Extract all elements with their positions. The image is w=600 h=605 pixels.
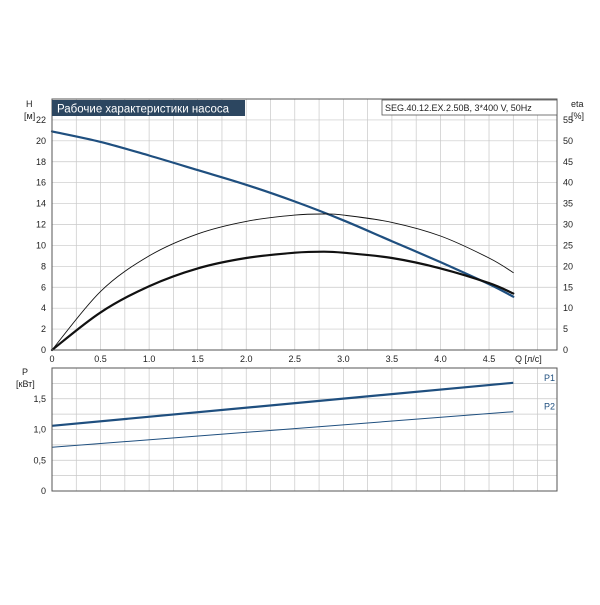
y-left-tick-label: 10 (36, 240, 46, 250)
y-left-tick-label: 22 (36, 115, 46, 125)
grid-lines (52, 98, 557, 491)
series-label-p1: P1 (544, 373, 555, 383)
y-right-label-unit: [%] (571, 111, 584, 121)
model-label: SEG.40.12.EX.2.50B, 3*400 V, 50Hz (385, 103, 532, 113)
y-right-tick-label: 30 (563, 220, 573, 230)
y-right-tick-label: 20 (563, 261, 573, 271)
x-tick-label: 3.5 (386, 354, 399, 364)
tick-labels: 0 0.5 1.0 1.5 2.0 2.5 3.0 3.5 4.0 4.5 0 2 4 6 8 10 12 14 1… (33, 115, 573, 496)
y-right-tick-label: 5 (563, 324, 568, 334)
x-tick-label: 3.0 (337, 354, 350, 364)
x-axis-label: Q [л/с] (515, 354, 542, 364)
chart-title: Рабочие характеристики насоса (57, 104, 230, 116)
y-right-tick-label: 15 (563, 282, 573, 292)
y-left-tick-label: 0 (41, 345, 46, 355)
y-right-tick-label: 50 (563, 136, 573, 146)
y-bottom-tick-label: 1,0 (33, 425, 46, 435)
y-bottom-tick-label: 0 (41, 486, 46, 496)
legend-labels: P1 P2 (544, 373, 555, 412)
y-left-tick-label: 6 (41, 282, 46, 292)
title-bar (52, 100, 245, 116)
top-panel-frame (51, 98, 558, 351)
y-bottom-label-p: P (22, 367, 28, 377)
y-left-tick-label: 20 (36, 136, 46, 146)
y-right-tick-label: 0 (563, 345, 568, 355)
x-tick-label: 0.5 (94, 354, 107, 364)
x-tick-label: 4.5 (483, 354, 496, 364)
y-left-tick-label: 16 (36, 178, 46, 188)
y-right-tick-label: 40 (563, 178, 573, 188)
x-tick-label: 2.5 (289, 354, 302, 364)
head-curve (50, 130, 515, 298)
y-left-label-h: H (26, 99, 33, 109)
y-left-tick-label: 18 (36, 157, 46, 167)
y-left-tick-label: 2 (41, 324, 46, 334)
y-right-label-eta: eta (571, 99, 584, 109)
power-line-p1 (51, 381, 514, 427)
efficiency-curve-thick (50, 250, 515, 352)
x-tick-label: 1.5 (191, 354, 204, 364)
y-right-tick-label: 10 (563, 303, 573, 313)
series-label-p2: P2 (544, 402, 555, 412)
y-right-tick-label: 25 (563, 240, 573, 250)
y-bottom-tick-label: 0,5 (33, 455, 46, 465)
y-left-label-unit: [м] (24, 111, 35, 121)
x-tick-label: 2.0 (240, 354, 253, 364)
x-tick-label: 1.0 (143, 354, 156, 364)
y-left-tick-label: 4 (41, 303, 46, 313)
power-line-p2 (51, 411, 514, 448)
y-left-tick-label: 14 (36, 199, 46, 209)
y-bottom-label-unit: [кВт] (16, 379, 35, 389)
bottom-panel-frame (51, 367, 558, 492)
x-tick-label: 0 (49, 354, 54, 364)
x-tick-label: 4.0 (434, 354, 447, 364)
y-bottom-tick-label: 1,5 (33, 394, 46, 404)
y-right-tick-label: 45 (563, 157, 573, 167)
y-left-tick-label: 12 (36, 220, 46, 230)
model-label-box (381, 99, 558, 116)
y-right-tick-label: 55 (563, 115, 573, 125)
series-group (50, 130, 515, 448)
efficiency-curve-thin (51, 213, 514, 351)
y-left-tick-label: 8 (41, 261, 46, 271)
y-right-tick-label: 35 (563, 199, 573, 209)
